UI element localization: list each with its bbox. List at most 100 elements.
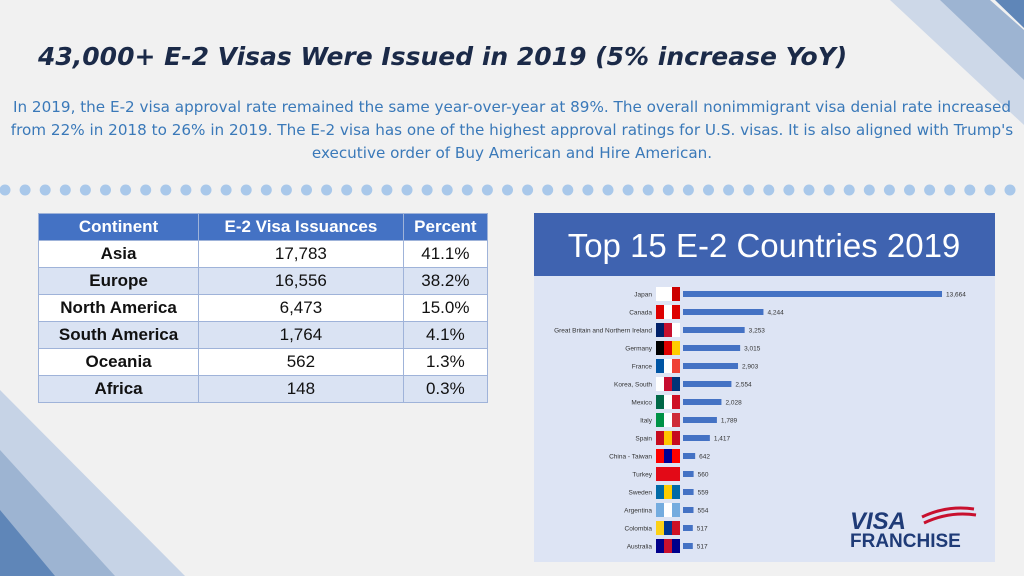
value-label: 517: [697, 526, 708, 533]
flag-part: [664, 287, 672, 301]
logo-swoosh: [923, 512, 977, 525]
dot: [39, 184, 51, 196]
dot: [120, 184, 132, 196]
value-label: 3,253: [749, 328, 766, 335]
flag-part: [656, 413, 664, 427]
dot: [883, 184, 895, 196]
dot: [79, 184, 91, 196]
category-label: Mexico: [631, 400, 652, 407]
logo: VISA FRANCHISE: [850, 506, 977, 552]
dot: [140, 184, 152, 196]
dot: [59, 184, 71, 196]
flag-part: [664, 503, 672, 517]
dot: [582, 184, 594, 196]
flag-part: [656, 341, 664, 355]
table-cell: 6,473: [198, 294, 404, 322]
dot: [763, 184, 775, 196]
dot: [863, 184, 875, 196]
column-header: E-2 Visa Issuances: [198, 213, 404, 241]
flag-part: [664, 485, 672, 499]
flag-part: [672, 449, 680, 463]
dot: [803, 184, 815, 196]
table-cell: 148: [198, 375, 404, 403]
flag-part: [672, 467, 680, 481]
logo-text: FRANCHISE: [850, 531, 961, 552]
flag-part: [656, 395, 664, 409]
bar: [683, 327, 745, 333]
dot: [924, 184, 936, 196]
dot: [542, 184, 554, 196]
flag-part: [656, 503, 664, 517]
flag-part: [664, 521, 672, 535]
flag-part: [664, 341, 672, 355]
dot: [401, 184, 413, 196]
value-label: 1,417: [714, 436, 731, 443]
flag-part: [672, 395, 680, 409]
dot: [0, 184, 11, 196]
dot: [19, 184, 31, 196]
dot: [904, 184, 915, 196]
table-cell: 41.1%: [402, 240, 489, 268]
flag-part: [664, 377, 672, 391]
dot: [682, 184, 694, 196]
table-cell: Africa: [37, 375, 200, 403]
table-cell: 4.1%: [402, 321, 489, 349]
column-header: Percent: [402, 213, 489, 241]
dot: [703, 184, 714, 196]
bar: [683, 399, 722, 405]
dot: [843, 184, 855, 196]
chart: Top 15 E-2 Countries 2019 VISA FRANCHISE…: [534, 213, 995, 562]
flag-part: [664, 449, 672, 463]
dot: [301, 184, 312, 196]
logo-text: VISA: [850, 508, 906, 535]
dot: [602, 184, 614, 196]
flag-part: [656, 539, 664, 553]
table-cell: 0.3%: [402, 375, 489, 403]
flag-part: [672, 503, 680, 517]
bar: [683, 345, 741, 351]
flag-part: [656, 305, 664, 319]
value-label: 642: [699, 454, 710, 461]
stripe: [0, 510, 55, 576]
dot: [321, 184, 333, 196]
flag-part: [656, 521, 664, 535]
category-label: Turkey: [632, 472, 652, 479]
dot: [1004, 184, 1016, 196]
value-label: 2,554: [735, 382, 752, 389]
bar: [683, 525, 693, 531]
dot: [522, 184, 534, 196]
flag-part: [664, 413, 672, 427]
table-cell: 16,556: [198, 267, 404, 295]
bar: [683, 543, 693, 549]
dot-divider: [0, 184, 1016, 196]
bar: [683, 489, 694, 495]
dot: [662, 184, 674, 196]
flag-part: [672, 305, 680, 319]
flag-part: [656, 359, 664, 373]
table-row: North America 6,473 15.0%: [37, 294, 489, 322]
table-cell: 15.0%: [402, 294, 489, 322]
category-label: France: [632, 364, 653, 371]
value-label: 2,028: [725, 400, 742, 407]
table-row: Europe 16,556 38.2%: [37, 267, 489, 295]
value-label: 559: [698, 490, 709, 497]
flag-part: [672, 539, 680, 553]
flag-part: [672, 359, 680, 373]
category-label: Canada: [629, 310, 652, 317]
flag-part: [664, 395, 672, 409]
dot: [461, 184, 473, 196]
continent-table: Continent E-2 Visa Issuances Percent Asia 17…: [37, 213, 489, 403]
table-row: Asia 17,783 41.1%: [37, 240, 489, 268]
flag-part: [664, 359, 672, 373]
stripe: [940, 0, 1024, 80]
dot: [240, 184, 252, 196]
category-label: Colombia: [625, 526, 653, 533]
flag-part: [656, 485, 664, 499]
dot: [381, 184, 393, 196]
flag-part: [664, 539, 672, 553]
table-cell: Asia: [37, 240, 200, 268]
dot: [361, 184, 373, 196]
dot: [160, 184, 172, 196]
flag-part: [656, 431, 664, 445]
